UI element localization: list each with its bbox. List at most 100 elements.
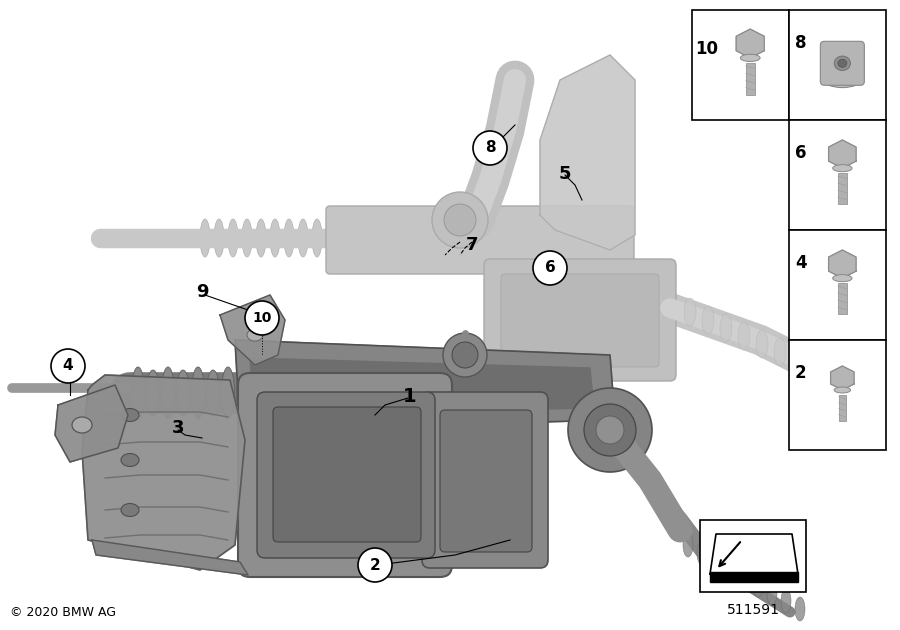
- Ellipse shape: [756, 330, 768, 358]
- Ellipse shape: [266, 370, 280, 416]
- Polygon shape: [831, 366, 854, 390]
- Ellipse shape: [697, 541, 707, 565]
- Circle shape: [568, 388, 652, 472]
- Ellipse shape: [121, 454, 139, 466]
- Text: 2: 2: [370, 558, 381, 573]
- Ellipse shape: [298, 219, 308, 257]
- FancyBboxPatch shape: [484, 259, 676, 381]
- Bar: [838, 284, 847, 314]
- Ellipse shape: [683, 533, 693, 557]
- Text: 511591: 511591: [726, 603, 779, 617]
- Ellipse shape: [753, 573, 763, 597]
- Circle shape: [51, 349, 85, 383]
- Text: 10: 10: [252, 311, 272, 325]
- Circle shape: [245, 301, 279, 335]
- Ellipse shape: [284, 219, 294, 257]
- Text: 7: 7: [466, 236, 478, 254]
- Circle shape: [444, 204, 476, 236]
- Circle shape: [584, 404, 636, 456]
- Ellipse shape: [296, 370, 310, 416]
- Polygon shape: [220, 295, 285, 365]
- FancyBboxPatch shape: [422, 392, 548, 568]
- Text: 5: 5: [559, 165, 572, 183]
- FancyBboxPatch shape: [238, 373, 452, 577]
- Ellipse shape: [312, 219, 322, 257]
- Text: 8: 8: [485, 140, 495, 156]
- Ellipse shape: [738, 322, 750, 350]
- Text: 6: 6: [795, 144, 806, 162]
- Ellipse shape: [832, 275, 852, 282]
- Ellipse shape: [382, 219, 392, 257]
- Ellipse shape: [228, 219, 238, 257]
- Text: 1: 1: [403, 387, 417, 406]
- Ellipse shape: [247, 329, 263, 341]
- Ellipse shape: [121, 408, 139, 421]
- Ellipse shape: [396, 219, 406, 257]
- Polygon shape: [710, 572, 798, 582]
- Ellipse shape: [192, 367, 204, 419]
- Polygon shape: [55, 385, 128, 462]
- Ellipse shape: [200, 219, 210, 257]
- Ellipse shape: [72, 417, 92, 433]
- Ellipse shape: [720, 314, 732, 342]
- Ellipse shape: [147, 370, 159, 416]
- Ellipse shape: [206, 370, 220, 416]
- Ellipse shape: [368, 219, 378, 257]
- Polygon shape: [235, 340, 615, 430]
- Ellipse shape: [354, 219, 364, 257]
- Text: 2: 2: [795, 364, 806, 382]
- Ellipse shape: [702, 306, 714, 334]
- Polygon shape: [82, 375, 245, 570]
- Ellipse shape: [810, 354, 822, 382]
- Polygon shape: [92, 540, 248, 575]
- Ellipse shape: [838, 59, 847, 67]
- Bar: [789, 10, 886, 120]
- Ellipse shape: [340, 219, 350, 257]
- Ellipse shape: [739, 565, 749, 589]
- Text: 8: 8: [795, 34, 806, 52]
- FancyBboxPatch shape: [821, 42, 864, 85]
- Circle shape: [452, 342, 478, 368]
- Text: 4: 4: [63, 358, 73, 374]
- Text: 6: 6: [544, 260, 555, 275]
- Ellipse shape: [438, 219, 448, 257]
- Ellipse shape: [270, 219, 280, 257]
- Ellipse shape: [834, 56, 850, 71]
- Circle shape: [473, 131, 507, 165]
- Polygon shape: [540, 55, 635, 250]
- FancyBboxPatch shape: [273, 407, 421, 542]
- Circle shape: [533, 251, 567, 285]
- Ellipse shape: [282, 367, 294, 419]
- Polygon shape: [829, 140, 856, 168]
- Polygon shape: [250, 358, 594, 415]
- FancyBboxPatch shape: [326, 206, 634, 274]
- Ellipse shape: [161, 367, 175, 419]
- Ellipse shape: [131, 367, 145, 419]
- Ellipse shape: [781, 589, 791, 613]
- Polygon shape: [736, 29, 764, 58]
- Bar: [839, 394, 846, 421]
- Ellipse shape: [795, 597, 805, 621]
- FancyBboxPatch shape: [440, 410, 532, 552]
- Bar: [692, 10, 789, 120]
- Ellipse shape: [684, 298, 696, 326]
- Ellipse shape: [256, 219, 266, 257]
- Text: 10: 10: [695, 40, 718, 57]
- Bar: [789, 230, 886, 340]
- Text: 9: 9: [196, 283, 208, 301]
- Ellipse shape: [834, 387, 850, 393]
- Polygon shape: [710, 534, 798, 574]
- Ellipse shape: [214, 219, 224, 257]
- Ellipse shape: [121, 503, 139, 517]
- Ellipse shape: [741, 54, 760, 62]
- FancyBboxPatch shape: [257, 392, 435, 558]
- Bar: [789, 340, 886, 450]
- Ellipse shape: [711, 549, 721, 573]
- Ellipse shape: [237, 370, 249, 416]
- Circle shape: [596, 416, 624, 444]
- Bar: [700, 520, 806, 592]
- Ellipse shape: [176, 370, 190, 416]
- Ellipse shape: [221, 367, 235, 419]
- Ellipse shape: [832, 164, 852, 172]
- Circle shape: [432, 192, 488, 248]
